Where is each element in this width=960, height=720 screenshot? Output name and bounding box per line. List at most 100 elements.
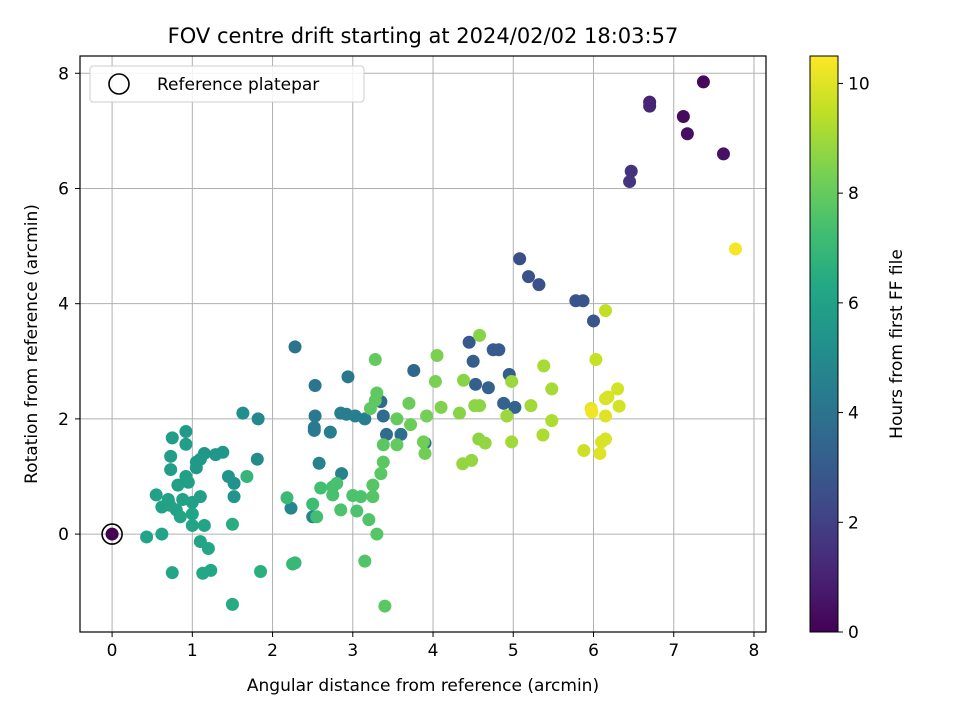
data-point	[225, 517, 239, 531]
colorbar-ticks: 0 2 4 6 8 10	[838, 74, 870, 643]
data-point	[227, 490, 241, 504]
colorbar-tick-label: 0	[848, 623, 859, 643]
data-point	[522, 270, 536, 284]
data-point	[508, 400, 522, 414]
data-point	[478, 436, 492, 450]
data-point	[149, 488, 163, 502]
data-point	[323, 425, 337, 439]
data-point	[576, 294, 590, 308]
data-point	[370, 386, 384, 400]
data-point	[308, 378, 322, 392]
data-point	[171, 478, 185, 492]
data-point	[611, 382, 625, 396]
colorbar-tick-label: 2	[848, 513, 859, 533]
data-point	[729, 242, 743, 256]
x-tick-label: 2	[267, 641, 278, 661]
y-tick-label: 8	[58, 64, 69, 84]
x-tick-label: 8	[749, 641, 760, 661]
data-point	[696, 75, 710, 89]
colorbar-gradient	[809, 55, 839, 633]
data-point	[376, 438, 390, 452]
data-point	[601, 390, 615, 404]
data-point	[358, 412, 372, 426]
data-point	[173, 510, 187, 524]
data-point	[481, 381, 495, 395]
data-point	[330, 476, 344, 490]
data-point	[505, 374, 519, 388]
data-point	[545, 414, 559, 428]
data-point	[532, 278, 546, 292]
data-point	[308, 409, 322, 423]
data-point	[457, 373, 471, 387]
data-point	[585, 405, 599, 419]
data-point	[165, 431, 179, 445]
data-points	[101, 75, 743, 613]
data-point	[418, 446, 432, 460]
x-tick-label: 1	[187, 641, 198, 661]
data-point	[500, 409, 514, 423]
data-point	[140, 530, 154, 544]
data-point	[288, 556, 302, 570]
data-point	[350, 504, 364, 518]
data-point	[462, 335, 476, 349]
data-point	[368, 353, 382, 367]
data-point	[236, 406, 250, 420]
legend-marker-reference	[108, 73, 130, 95]
data-point	[513, 252, 527, 266]
x-tick-label: 6	[588, 641, 599, 661]
data-point	[497, 396, 511, 410]
data-point	[599, 304, 613, 318]
x-tick-label: 0	[107, 641, 118, 661]
data-point	[307, 423, 321, 437]
data-point	[209, 448, 223, 462]
data-point	[250, 452, 264, 466]
data-point	[577, 444, 591, 458]
data-point	[164, 449, 178, 463]
data-point	[185, 507, 199, 521]
data-point	[335, 467, 349, 481]
data-point	[306, 497, 320, 511]
data-point	[197, 518, 211, 532]
data-point	[453, 406, 467, 420]
data-point	[221, 469, 235, 483]
reference-platepar-marker	[101, 523, 123, 545]
data-point	[505, 435, 519, 449]
data-point	[164, 463, 178, 477]
plot-frame	[79, 55, 767, 633]
data-point	[716, 147, 730, 161]
legend-label-reference: Reference platepar	[157, 75, 319, 95]
data-point	[545, 382, 559, 396]
colorbar-label: Hours from first FF file	[887, 249, 907, 439]
data-point	[643, 99, 657, 113]
data-point	[374, 467, 388, 481]
data-point	[366, 490, 380, 504]
data-point	[288, 340, 302, 354]
x-axis-ticks: 0 1 2 3 4 5 6 7 8	[107, 632, 760, 661]
y-tick-label: 0	[58, 525, 69, 545]
data-point	[593, 446, 607, 460]
data-point	[589, 353, 603, 367]
data-point	[680, 127, 694, 141]
data-point	[586, 314, 600, 328]
data-point	[466, 354, 480, 368]
data-point	[185, 518, 199, 532]
data-point	[623, 175, 637, 189]
y-tick-label: 2	[58, 410, 69, 430]
data-point	[378, 599, 392, 613]
data-point	[492, 343, 506, 357]
data-point	[358, 554, 372, 568]
data-point	[612, 399, 626, 413]
data-point	[225, 597, 239, 611]
x-tick-label: 4	[428, 641, 439, 661]
data-point	[404, 418, 418, 432]
data-point	[179, 425, 193, 439]
data-point	[314, 481, 328, 495]
data-point	[201, 541, 215, 555]
data-point	[473, 399, 487, 413]
data-point	[599, 409, 613, 423]
data-point	[524, 399, 538, 413]
data-point	[376, 455, 390, 469]
data-point	[379, 427, 393, 441]
data-point	[469, 377, 483, 391]
